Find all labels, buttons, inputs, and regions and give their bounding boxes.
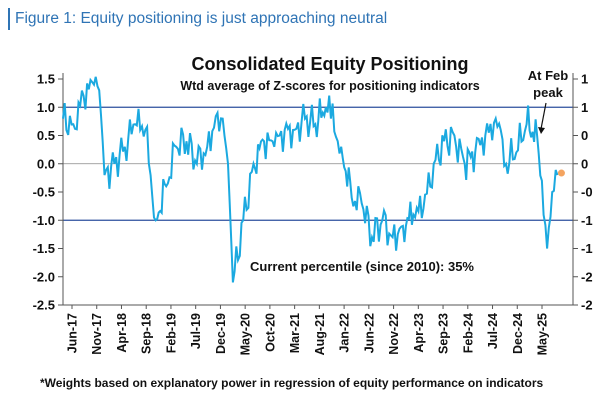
annotation-arrow xyxy=(540,102,547,130)
y-axis-left: 1.5 1.0 0.5 0.0 -0.5 -1.0 -1.5 -2.0 -2.5 xyxy=(33,72,63,313)
x-tick-label: Apr-23 xyxy=(412,313,426,353)
x-axis: Jun-17 Nov-17 Apr-18 Sep-18 Feb-19 Jul-19 Dec-… xyxy=(66,305,550,355)
x-tick-label: Feb-19 xyxy=(164,313,178,353)
x-tick-label: Dec-24 xyxy=(511,313,525,354)
x-tick-label: Sep-23 xyxy=(437,313,451,354)
right-tick-label: 1 xyxy=(581,100,588,115)
y-tick-label: -2.0 xyxy=(33,269,55,284)
x-tick-label: Oct-20 xyxy=(263,313,277,352)
x-tick-label: Aug-21 xyxy=(313,313,327,355)
series-line xyxy=(62,76,559,283)
figure-title: Figure 1: Equity positioning is just app… xyxy=(8,8,387,30)
x-tick-label: Apr-18 xyxy=(115,313,129,353)
right-tick-label: -1 xyxy=(581,241,593,256)
x-tick-label: Jul-19 xyxy=(189,313,203,349)
x-tick-label: Jun-22 xyxy=(362,313,376,353)
right-tick-label: -0 xyxy=(581,185,593,200)
x-tick-label: Nov-22 xyxy=(387,313,401,355)
x-tick-label: Nov-17 xyxy=(90,313,104,355)
y-tick-label: -1.5 xyxy=(33,241,55,256)
footnote: *Weights based on explanatory power in r… xyxy=(40,376,544,390)
y-tick-label: -0.5 xyxy=(33,185,55,200)
right-tick-label: -1 xyxy=(581,213,593,228)
x-tick-label: May-20 xyxy=(239,313,253,355)
last-point-marker xyxy=(557,169,565,177)
right-tick-label: 1 xyxy=(581,72,588,87)
y-tick-label: 1.0 xyxy=(37,100,55,115)
annotation-feb-peak-line1: At Feb xyxy=(528,68,569,83)
x-tick-label: Jan-22 xyxy=(338,313,352,353)
y-tick-label: 0.0 xyxy=(37,156,55,171)
y-tick-label: 0.5 xyxy=(37,128,55,143)
y-axis-right: 1 1 0 0 -0 -1 -1 -2 -2 xyxy=(573,72,593,313)
x-tick-label: Feb-24 xyxy=(461,313,475,353)
annotation-current-percentile: Current percentile (since 2010): 35% xyxy=(250,259,474,274)
y-tick-label: 1.5 xyxy=(37,72,55,87)
annotation-feb-peak-line2: peak xyxy=(533,85,563,100)
chart-title: Consolidated Equity Positioning xyxy=(192,54,469,74)
chart-subtitle: Wtd average of Z-scores for positioning … xyxy=(180,79,479,93)
y-tick-label: -2.5 xyxy=(33,298,55,313)
x-tick-label: Dec-19 xyxy=(214,313,228,354)
annotation-arrowhead xyxy=(538,127,545,134)
x-tick-label: Jul-24 xyxy=(486,313,500,349)
x-tick-label: Sep-18 xyxy=(140,313,154,354)
right-tick-label: 0 xyxy=(581,128,588,143)
y-tick-label: -1.0 xyxy=(33,213,55,228)
right-tick-label: -2 xyxy=(581,298,593,313)
x-tick-label: May-25 xyxy=(536,313,550,355)
x-tick-label: Mar-21 xyxy=(288,313,302,353)
x-tick-label: Jun-17 xyxy=(66,313,80,353)
right-tick-label: 0 xyxy=(581,156,588,171)
right-tick-label: -2 xyxy=(581,269,593,284)
